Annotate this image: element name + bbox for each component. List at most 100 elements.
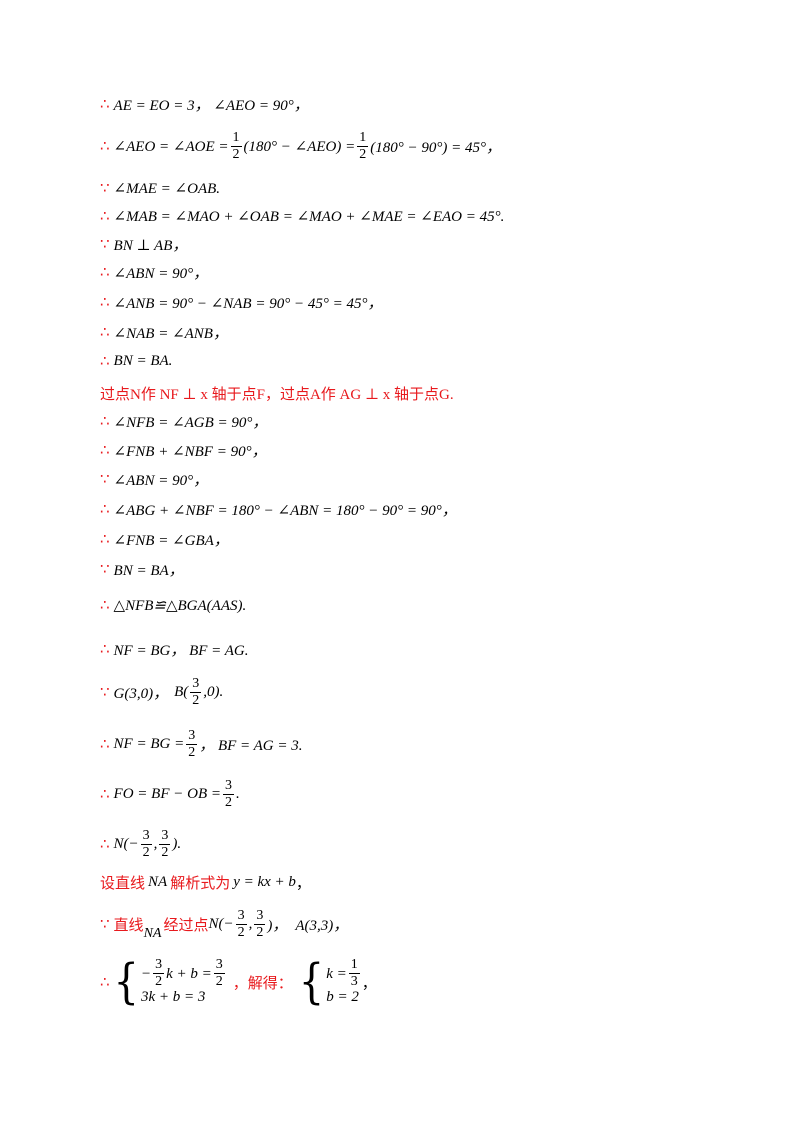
proof-text-a: FO = BF − OB = bbox=[113, 785, 221, 802]
punctuation: ， bbox=[295, 875, 311, 892]
point-n-open: N(− bbox=[208, 915, 234, 932]
proof-text-c: (180° − 90°) = 45°， bbox=[370, 139, 501, 156]
therefore-symbol: ∴ bbox=[100, 500, 110, 518]
point-b-open: B( bbox=[174, 683, 189, 700]
proof-line-23: 设直线 NA 解析式为 y = kx + b ， bbox=[100, 869, 311, 895]
proof-text: △NFB≌△BGA(AAS). bbox=[113, 597, 247, 614]
proof-text: ∠FNB + ∠NBF = 90°， bbox=[113, 443, 267, 460]
proof-line-12: ∴ ∠FNB + ∠NBF = 90°， bbox=[100, 437, 267, 463]
proof-text: NF = BG， BF = AG. bbox=[113, 642, 249, 659]
therefore-symbol: ∴ bbox=[100, 973, 110, 991]
point-b-close: ,0). bbox=[203, 683, 224, 700]
therefore-symbol: ∴ bbox=[100, 293, 110, 311]
proof-line-3: ∵ ∠MAE = ∠OAB. bbox=[100, 175, 220, 201]
therefore-symbol: ∴ bbox=[100, 137, 110, 155]
proof-line-15: ∴ ∠FNB = ∠GBA， bbox=[100, 526, 229, 552]
proof-line-18: ∴ NF = BG， BF = AG. bbox=[100, 636, 249, 662]
proof-line-14: ∴ ∠ABG + ∠NBF = 180° − ∠ABN = 180° − 90°… bbox=[100, 496, 457, 522]
red-text: 设直线 bbox=[100, 875, 146, 892]
therefore-symbol: ∴ bbox=[100, 640, 110, 658]
red-text: 解析式为 bbox=[170, 875, 231, 892]
point-n-open: N(− bbox=[113, 835, 139, 852]
proof-line-11: ∴ ∠NFB = ∠AGB = 90°， bbox=[100, 408, 267, 434]
proof-text: BN = BA. bbox=[113, 352, 173, 369]
because-symbol: ∵ bbox=[100, 915, 110, 933]
punctuation: ， bbox=[361, 975, 377, 992]
point-n-close: )， bbox=[267, 917, 288, 934]
proof-line-5: ∵ BN ⊥ AB， bbox=[100, 231, 187, 257]
therefore-symbol: ∴ bbox=[100, 207, 110, 225]
because-symbol: ∵ bbox=[100, 235, 110, 253]
proof-text-a: NF = BG = bbox=[113, 735, 185, 752]
proof-text-b: (180° − ∠AEO) = bbox=[243, 138, 356, 155]
proof-line-13: ∵ ∠ABN = 90°， bbox=[100, 466, 208, 492]
proof-line-17: ∴ △NFB≌△BGA(AAS). bbox=[100, 592, 246, 618]
therefore-symbol: ∴ bbox=[100, 263, 110, 281]
because-symbol: ∵ bbox=[100, 179, 110, 197]
point-n-comma: , bbox=[153, 835, 158, 852]
proof-line-7: ∴ ∠ANB = 90° − ∠NAB = 90° − 45° = 45°， bbox=[100, 289, 382, 315]
proof-line-9: ∴ BN = BA. bbox=[100, 348, 172, 374]
point-a: A(3,3)， bbox=[295, 917, 349, 934]
equation: y = kx + b bbox=[233, 873, 296, 890]
therefore-symbol: ∴ bbox=[100, 95, 110, 113]
proof-text: ∠ANB = 90° − ∠NAB = 90° − 45° = 45°， bbox=[113, 295, 383, 312]
line-name: NA bbox=[143, 926, 162, 941]
construction-note: 过点N作 NF ⊥ x 轴于点F，过点A作 AG ⊥ x 轴于点G. bbox=[100, 386, 454, 403]
system-row-2: 3k + b = 3 bbox=[141, 989, 206, 1006]
proof-text: ∠FNB = ∠GBA， bbox=[113, 532, 229, 549]
therefore-symbol: ∴ bbox=[100, 596, 110, 614]
red-instruction-line: 过点N作 NF ⊥ x 轴于点F，过点A作 AG ⊥ x 轴于点G. bbox=[100, 380, 454, 406]
point-g: G(3,0)， bbox=[113, 685, 169, 702]
proof-text: ∠NAB = ∠ANB， bbox=[113, 325, 228, 342]
proof-text: ∠ABN = 90°， bbox=[113, 472, 209, 489]
therefore-symbol: ∴ bbox=[100, 441, 110, 459]
therefore-symbol: ∴ bbox=[100, 352, 110, 370]
point-n-close: ). bbox=[172, 835, 182, 852]
proof-text: ∠NFB = ∠AGB = 90°， bbox=[113, 414, 268, 431]
proof-text: AE = EO = 3， ∠AEO = 90°， bbox=[113, 97, 309, 114]
therefore-symbol: ∴ bbox=[100, 530, 110, 548]
proof-text-b: ， BF = AG = 3. bbox=[199, 737, 303, 754]
proof-text: BN ⊥ AB， bbox=[113, 237, 188, 254]
proof-line-6: ∴ ∠ABN = 90°， bbox=[100, 259, 208, 285]
because-symbol: ∵ bbox=[100, 560, 110, 578]
therefore-symbol: ∴ bbox=[100, 735, 110, 753]
therefore-symbol: ∴ bbox=[100, 412, 110, 430]
red-text: 经过点 bbox=[163, 917, 209, 934]
proof-text: ∠MAB = ∠MAO + ∠OAB = ∠MAO + ∠MAE = ∠EAO … bbox=[113, 208, 505, 225]
proof-text: BN = BA， bbox=[113, 562, 184, 579]
therefore-symbol: ∴ bbox=[100, 785, 110, 803]
solve-label: ，解得： bbox=[232, 975, 293, 992]
therefore-symbol: ∴ bbox=[100, 835, 110, 853]
therefore-symbol: ∴ bbox=[100, 323, 110, 341]
line-name: NA bbox=[148, 873, 168, 890]
proof-line-4: ∴ ∠MAB = ∠MAO + ∠OAB = ∠MAO + ∠MAE = ∠EA… bbox=[100, 203, 504, 229]
proof-line-16: ∵ BN = BA， bbox=[100, 556, 184, 582]
proof-text: ∠ABG + ∠NBF = 180° − ∠ABN = 180° − 90° =… bbox=[113, 502, 457, 519]
proof-line-1: ∴ AE = EO = 3， ∠AEO = 90°， bbox=[100, 91, 309, 117]
proof-text: ∠MAE = ∠OAB. bbox=[113, 180, 221, 197]
point-n-comma: , bbox=[248, 915, 253, 932]
